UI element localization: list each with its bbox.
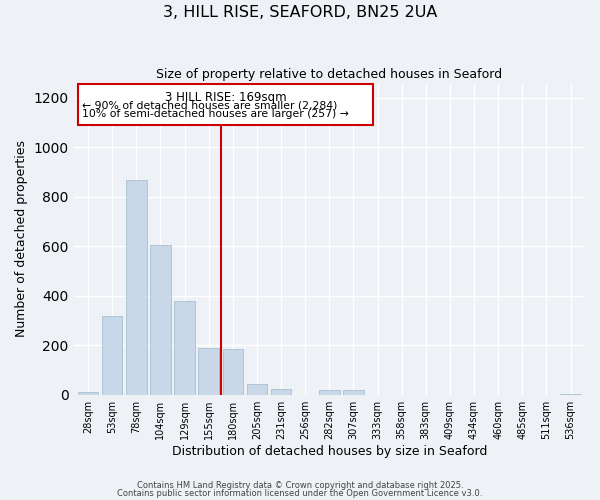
- Bar: [223, 349, 243, 395]
- Bar: [271, 388, 291, 394]
- Bar: [247, 384, 267, 394]
- X-axis label: Distribution of detached houses by size in Seaford: Distribution of detached houses by size …: [172, 444, 487, 458]
- Text: 3, HILL RISE, SEAFORD, BN25 2UA: 3, HILL RISE, SEAFORD, BN25 2UA: [163, 5, 437, 20]
- Bar: [78, 392, 98, 394]
- Bar: [319, 390, 340, 394]
- Text: Contains public sector information licensed under the Open Government Licence v3: Contains public sector information licen…: [118, 489, 482, 498]
- Bar: [150, 245, 170, 394]
- Bar: [126, 180, 146, 394]
- Title: Size of property relative to detached houses in Seaford: Size of property relative to detached ho…: [156, 68, 502, 80]
- FancyBboxPatch shape: [79, 84, 373, 125]
- Bar: [199, 348, 219, 395]
- Text: Contains HM Land Registry data © Crown copyright and database right 2025.: Contains HM Land Registry data © Crown c…: [137, 480, 463, 490]
- Text: ← 90% of detached houses are smaller (2,284): ← 90% of detached houses are smaller (2,…: [82, 100, 337, 110]
- Bar: [174, 300, 195, 394]
- Text: 3 HILL RISE: 169sqm: 3 HILL RISE: 169sqm: [165, 91, 286, 104]
- Bar: [102, 316, 122, 394]
- Y-axis label: Number of detached properties: Number of detached properties: [15, 140, 28, 338]
- Bar: [343, 390, 364, 394]
- Text: 10% of semi-detached houses are larger (257) →: 10% of semi-detached houses are larger (…: [82, 109, 349, 119]
